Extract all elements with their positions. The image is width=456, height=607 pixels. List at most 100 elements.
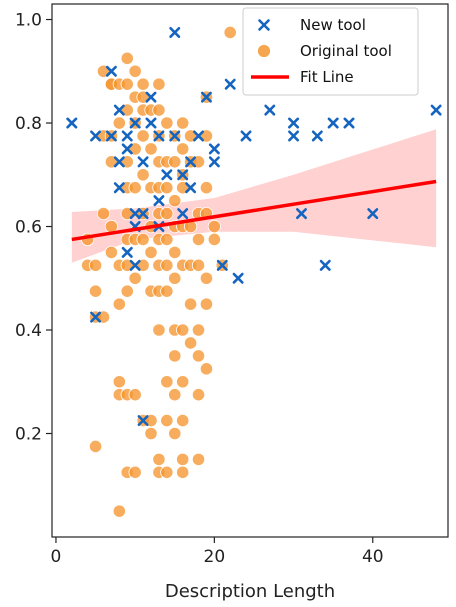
- new-tool-point-stroke: [288, 130, 300, 142]
- original-tool-point: [112, 116, 126, 130]
- original-tool-point: [168, 271, 182, 285]
- original-tool-point: [176, 116, 190, 130]
- original-tool-point: [176, 375, 190, 389]
- original-tool-point: [191, 258, 206, 272]
- original-tool-point: [184, 297, 198, 311]
- original-tool-point: [207, 232, 221, 247]
- new-tool-point-stroke: [208, 156, 220, 168]
- original-tool-point: [120, 77, 134, 91]
- new-tool-point: [232, 272, 244, 284]
- original-tool-point: [128, 465, 142, 479]
- new-tool-point: [137, 208, 149, 220]
- original-tool-point: [160, 181, 174, 195]
- original-tool-point: [136, 168, 150, 182]
- new-tool-point: [90, 311, 102, 323]
- new-tool-point-stroke: [137, 208, 149, 220]
- original-tool-point: [184, 336, 198, 350]
- original-tool-point: [160, 413, 174, 428]
- new-tool-point-stroke: [200, 91, 212, 103]
- new-tool-point: [343, 117, 355, 129]
- new-tool-point-stroke: [145, 91, 157, 103]
- new-tool-point: [185, 156, 197, 168]
- new-tool-point: [169, 130, 181, 142]
- new-tool-point-stroke: [208, 143, 220, 155]
- original-tool-point: [199, 181, 214, 195]
- original-tool-point: [136, 129, 150, 143]
- new-tool-point: [216, 259, 228, 271]
- legend-original-tool-marker: [257, 44, 271, 58]
- original-tool-point: [152, 103, 166, 117]
- new-tool-point: [208, 143, 220, 155]
- new-tool-point-stroke: [105, 130, 117, 142]
- original-tool-point: [191, 323, 206, 337]
- y-tick-label: 0.8: [15, 114, 42, 134]
- new-tool-point: [121, 143, 133, 155]
- new-tool-point: [105, 130, 117, 142]
- y-tick-label: 0.2: [15, 425, 42, 445]
- new-tool-point-stroke: [240, 130, 252, 142]
- legend-new-tool-label: New tool: [300, 16, 366, 34]
- fit-line: [71, 179, 437, 242]
- original-tool-point: [88, 439, 103, 454]
- new-tool-point-stroke: [319, 259, 331, 271]
- original-tool-point: [152, 77, 166, 91]
- original-tool-point: [144, 245, 158, 259]
- new-tool-point-stroke: [66, 117, 78, 129]
- original-tool-point: [160, 258, 174, 272]
- new-tool-point: [264, 104, 276, 116]
- original-tool-point: [168, 155, 182, 169]
- original-tool-point: [112, 375, 126, 389]
- new-tool-point: [169, 26, 181, 38]
- new-tool-point-stroke: [216, 259, 228, 271]
- new-tool-point-stroke: [193, 130, 205, 142]
- new-tool-point: [129, 117, 141, 129]
- new-tool-point: [113, 182, 125, 194]
- new-tool-point: [200, 91, 212, 103]
- new-tool-point: [295, 208, 307, 220]
- new-tool-point-stroke: [113, 156, 125, 168]
- new-tool-point: [145, 117, 157, 129]
- new-tool-point-stroke: [185, 156, 197, 168]
- new-tool-point: [153, 130, 165, 142]
- new-tool-point-stroke: [137, 415, 149, 427]
- original-tool-point: [160, 116, 174, 130]
- original-tool-point: [152, 323, 166, 337]
- new-tool-point-stroke: [169, 130, 181, 142]
- points-layer: [66, 25, 442, 518]
- x-tick-label: 40: [362, 547, 384, 567]
- original-tool-point: [176, 413, 190, 428]
- new-tool-point: [319, 259, 331, 271]
- fit-line-layer: [71, 179, 437, 242]
- original-tool-point: [152, 452, 166, 466]
- original-tool-point: [120, 284, 134, 298]
- original-tool-point: [160, 284, 174, 298]
- original-tool-point: [112, 297, 126, 311]
- new-tool-point-stroke: [224, 78, 236, 90]
- new-tool-point-stroke: [288, 117, 300, 129]
- new-tool-point: [137, 156, 149, 168]
- legend-original-tool-label: Original tool: [300, 42, 392, 60]
- original-tool-point: [160, 206, 174, 221]
- original-tool-point: [128, 181, 142, 195]
- original-tool-point: [176, 465, 190, 479]
- new-tool-point-stroke: [177, 208, 189, 220]
- new-tool-point: [177, 208, 189, 220]
- original-tool-point: [160, 232, 174, 247]
- original-tool-point: [168, 426, 182, 441]
- new-tool-point: [208, 156, 220, 168]
- new-tool-point-stroke: [137, 156, 149, 168]
- original-tool-point: [160, 465, 174, 479]
- new-tool-point: [311, 130, 323, 142]
- new-tool-point-stroke: [311, 130, 323, 142]
- original-tool-point: [199, 271, 214, 285]
- original-tool-point: [128, 271, 142, 285]
- new-tool-point-stroke: [295, 208, 307, 220]
- new-tool-point: [153, 195, 165, 207]
- legend-fit-line-label: Fit Line: [300, 68, 354, 86]
- new-tool-point-stroke: [145, 117, 157, 129]
- new-tool-point-stroke: [129, 117, 141, 129]
- original-tool-point: [96, 206, 111, 221]
- new-tool-point: [224, 78, 236, 90]
- original-tool-point: [168, 388, 182, 402]
